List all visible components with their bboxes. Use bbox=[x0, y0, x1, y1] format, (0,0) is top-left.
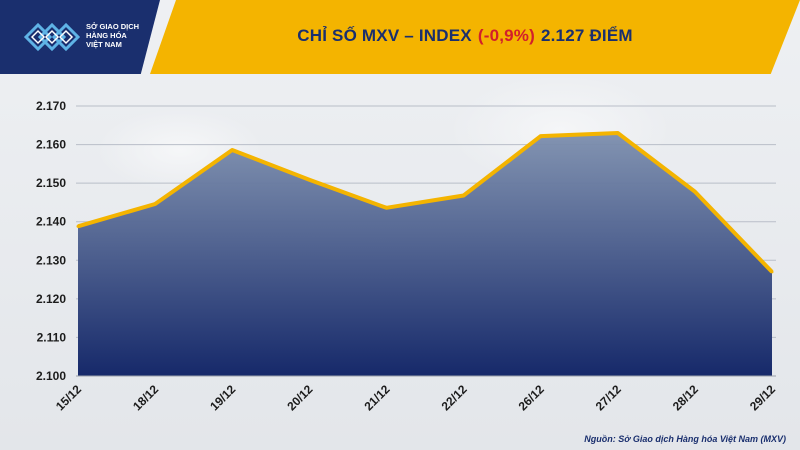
y-tick-label: 2.100 bbox=[36, 369, 66, 383]
logo: SỞ GIAO DỊCH HÀNG HÓA VIỆT NAM bbox=[0, 0, 160, 74]
data-point-21-12 bbox=[384, 206, 388, 210]
title-banner bbox=[150, 0, 800, 74]
x-tick-label: 20/12 bbox=[284, 382, 315, 413]
y-tick-label: 2.170 bbox=[36, 99, 66, 113]
x-tick-label: 15/12 bbox=[53, 382, 84, 413]
x-tick-label: 19/12 bbox=[207, 382, 238, 413]
data-point-29-12 bbox=[770, 270, 774, 274]
logo-mark-icon bbox=[24, 22, 80, 52]
x-tick-label: 18/12 bbox=[130, 382, 161, 413]
x-axis: 15/12 18/12 19/12 20/12 21/12 22/12 26/12 27/12… bbox=[53, 382, 778, 413]
series-line bbox=[77, 131, 774, 274]
data-points bbox=[76, 131, 774, 274]
logo-text: SỞ GIAO DỊCH HÀNG HÓA VIỆT NAM bbox=[86, 22, 140, 49]
data-point-19-12 bbox=[230, 148, 234, 152]
data-point-22-12 bbox=[462, 193, 466, 197]
x-tick-label: 27/12 bbox=[593, 382, 624, 413]
data-point-15-12 bbox=[76, 224, 80, 228]
chart-title: CHỈ SỐ MXV – INDEX (-0,9%) 2.127 ĐIỂM bbox=[150, 0, 780, 72]
title-main: CHỈ SỐ MXV – INDEX bbox=[297, 26, 472, 45]
x-tick-label: 29/12 bbox=[747, 382, 778, 413]
data-point-26-12 bbox=[539, 134, 543, 138]
title-change: (-0,9%) bbox=[477, 26, 535, 45]
data-point-27-12 bbox=[616, 131, 620, 135]
data-point-18-12 bbox=[153, 202, 157, 206]
y-tick-label: 2.150 bbox=[36, 176, 66, 190]
y-axis: 2.100 2.110 2.120 2.130 2.140 2.150 2.160 2.170 bbox=[36, 99, 66, 383]
x-tick-label: 22/12 bbox=[439, 382, 470, 413]
y-tick-label: 2.120 bbox=[36, 292, 66, 306]
y-tick-label: 2.140 bbox=[36, 215, 66, 229]
y-tick-label: 2.110 bbox=[37, 330, 67, 344]
title-value: 2.127 ĐIỂM bbox=[540, 26, 633, 45]
data-point-28-12 bbox=[693, 190, 697, 194]
area-fill bbox=[78, 133, 772, 376]
y-tick-label: 2.160 bbox=[36, 138, 66, 152]
x-tick-label: 21/12 bbox=[361, 382, 392, 413]
source-note: Nguồn: Sở Giao dịch Hàng hóa Việt Nam (M… bbox=[584, 434, 786, 444]
x-tick-label: 26/12 bbox=[516, 382, 547, 413]
y-tick-label: 2.130 bbox=[36, 253, 66, 267]
data-point-20-12 bbox=[307, 178, 311, 182]
x-tick-label: 28/12 bbox=[670, 382, 701, 413]
